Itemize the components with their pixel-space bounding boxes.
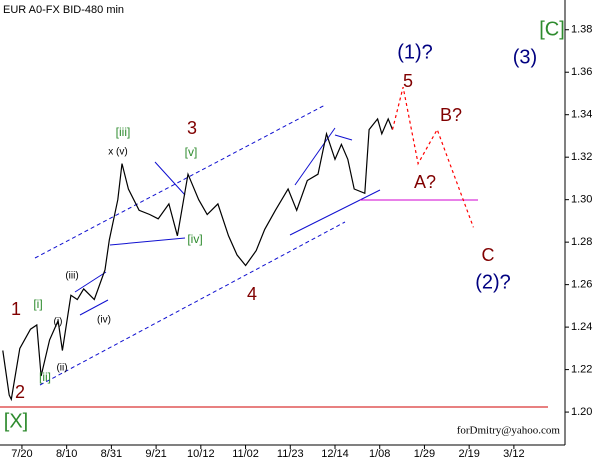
y-tick-label: 1.22 bbox=[571, 364, 592, 376]
y-tick-label: 1.34 bbox=[571, 109, 592, 121]
wave-label: x (v) bbox=[108, 147, 127, 158]
wave-label: (1)? bbox=[397, 41, 433, 63]
x-tick-label: 11/02 bbox=[232, 448, 259, 460]
wave-label: (iii) bbox=[65, 271, 78, 282]
wave-label: (ii) bbox=[56, 363, 67, 374]
channel-lower bbox=[39, 221, 346, 386]
chart-title: EUR A0-FX BID-480 min bbox=[3, 4, 124, 16]
wave-label: 3 bbox=[187, 118, 197, 138]
trend-line bbox=[109, 237, 186, 246]
y-tick-label: 1.30 bbox=[571, 194, 592, 206]
trend-line bbox=[79, 299, 109, 316]
wave-label: [v] bbox=[185, 145, 198, 159]
wave-label: [iii] bbox=[116, 125, 131, 139]
x-tick-label: 11/23 bbox=[277, 448, 304, 460]
trend-line bbox=[334, 134, 353, 141]
wave-label: (i) bbox=[54, 317, 63, 328]
y-tick-label: 1.36 bbox=[571, 66, 592, 78]
wave-label: 2 bbox=[15, 382, 25, 402]
x-tick-label: 10/12 bbox=[187, 448, 215, 460]
trend-line bbox=[74, 271, 107, 293]
y-tick-label: 1.28 bbox=[571, 236, 592, 248]
wave-label: (2)? bbox=[475, 271, 511, 293]
wave-label: C bbox=[482, 245, 495, 265]
y-tick-label: 1.32 bbox=[571, 151, 592, 163]
x-tick-label: 8/10 bbox=[56, 448, 77, 460]
wave-label: 1 bbox=[11, 299, 21, 319]
wave-label: [X] bbox=[4, 410, 28, 432]
price-line bbox=[391, 86, 474, 228]
wave-label: 4 bbox=[247, 284, 257, 304]
wave-label: [iv] bbox=[187, 232, 202, 246]
y-tick-label: 1.20 bbox=[571, 406, 592, 418]
x-tick-label: 8/31 bbox=[101, 448, 122, 460]
wave-label: 5 bbox=[403, 71, 413, 91]
wave-label: (iv) bbox=[97, 315, 111, 326]
x-tick-label: 3/12 bbox=[503, 448, 524, 460]
y-tick-label: 1.26 bbox=[571, 279, 592, 291]
y-tick-label: 1.24 bbox=[571, 321, 592, 333]
wave-label: [i] bbox=[33, 297, 42, 311]
trend-line bbox=[289, 189, 381, 236]
x-tick-label: 1/29 bbox=[414, 448, 435, 460]
trend-line bbox=[154, 161, 186, 196]
watermark: forDmitry@yahoo.com bbox=[457, 425, 561, 437]
x-tick-label: 7/20 bbox=[11, 448, 32, 460]
x-tick-label: 1/08 bbox=[369, 448, 390, 460]
wave-label: A? bbox=[414, 172, 436, 192]
wave-label: [C] bbox=[539, 18, 565, 40]
x-tick-label: 9/21 bbox=[145, 448, 166, 460]
wave-label: (3) bbox=[513, 46, 537, 68]
x-tick-label: 2/19 bbox=[458, 448, 479, 460]
wave-label: B? bbox=[440, 105, 462, 125]
y-tick-label: 1.38 bbox=[571, 24, 592, 36]
price-line bbox=[2, 117, 394, 402]
channel-lines bbox=[34, 104, 381, 386]
x-tick-label: 12/14 bbox=[321, 448, 349, 460]
wave-label: [ii] bbox=[39, 370, 51, 384]
channel-upper bbox=[34, 104, 326, 259]
